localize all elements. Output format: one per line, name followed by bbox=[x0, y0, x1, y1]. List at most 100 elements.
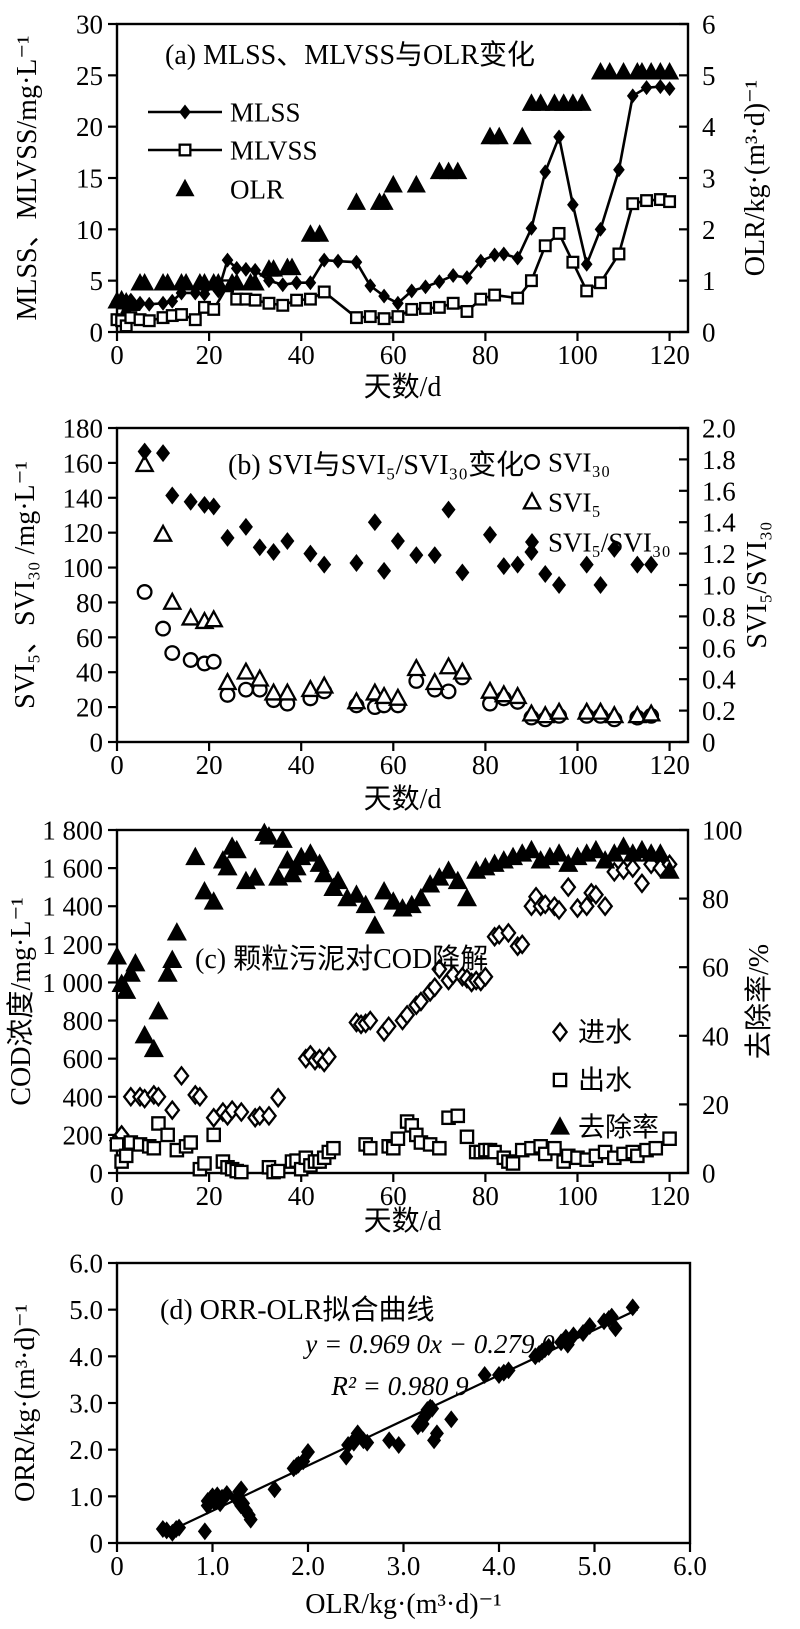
y-tick-label: 10 bbox=[76, 215, 103, 245]
y-tick-label: 200 bbox=[63, 1120, 104, 1150]
y-tick-label: 180 bbox=[63, 414, 104, 444]
legend-label-svi5: SVI₅ bbox=[548, 488, 601, 518]
chart-b-title: (b) SVI与SVI₅/SVI₃₀变化 bbox=[228, 449, 524, 481]
x-tick-label: 40 bbox=[288, 1181, 315, 1211]
x-tick-label: 100 bbox=[557, 1181, 598, 1211]
x-tick-label: 5.0 bbox=[578, 1551, 612, 1581]
chart-c-title: (c) 颗粒污泥对COD降解 bbox=[195, 943, 488, 975]
y2-axis-label-c: 去除率/% bbox=[743, 944, 775, 1059]
x-tick-label: 3.0 bbox=[387, 1551, 421, 1581]
y-tick-label: 80 bbox=[76, 588, 103, 618]
y2-tick-label: 1.4 bbox=[702, 508, 736, 538]
y-tick-label: 2.0 bbox=[69, 1435, 103, 1465]
series-olr bbox=[107, 62, 680, 312]
y2-tick-label: 0 bbox=[702, 1159, 716, 1189]
y-tick-label: 0 bbox=[90, 1159, 104, 1189]
x-tick-label: 40 bbox=[288, 750, 315, 780]
y-tick-label: 1 600 bbox=[42, 854, 103, 884]
y-tick-label: 40 bbox=[76, 658, 103, 688]
y2-tick-label: 100 bbox=[702, 820, 743, 846]
x-tick-label: 100 bbox=[557, 750, 598, 780]
y-tick-label: 1 800 bbox=[42, 820, 103, 846]
chart-d-title: (d) ORR-OLR拟合曲线 bbox=[160, 1294, 435, 1326]
y-tick-label: 6.0 bbox=[69, 1249, 103, 1279]
y-tick-label: 25 bbox=[76, 61, 103, 91]
x-tick-label: 80 bbox=[472, 1181, 499, 1211]
y-tick-label: 120 bbox=[63, 518, 104, 548]
y-tick-label: 4.0 bbox=[69, 1342, 103, 1372]
x-axis-label-b: 天数/d bbox=[364, 783, 442, 815]
y2-tick-label: 80 bbox=[702, 884, 729, 914]
x-tick-label: 40 bbox=[288, 340, 315, 370]
y-tick-label: 1.0 bbox=[69, 1482, 103, 1512]
x-tick-label: 0 bbox=[110, 1551, 124, 1581]
x-tick-label: 60 bbox=[380, 340, 407, 370]
x-tick-label: 120 bbox=[649, 1181, 690, 1211]
y2-tick-label: 3 bbox=[702, 164, 716, 194]
series-removal bbox=[106, 822, 680, 1058]
x-tick-label: 120 bbox=[649, 750, 690, 780]
x-tick-label: 0 bbox=[110, 1181, 124, 1211]
y2-tick-label: 0 bbox=[702, 728, 716, 758]
x-tick-label: 20 bbox=[196, 1181, 223, 1211]
y-tick-label: 0 bbox=[90, 1529, 104, 1559]
series-effluent bbox=[109, 1108, 677, 1180]
y2-tick-label: 0.8 bbox=[702, 602, 736, 632]
x-tick-label: 0 bbox=[110, 340, 124, 370]
x-tick-label: 80 bbox=[472, 750, 499, 780]
x-tick-label: 60 bbox=[380, 750, 407, 780]
y-tick-label: 160 bbox=[63, 448, 104, 478]
y-tick-label: 0 bbox=[90, 728, 104, 758]
y-tick-label: 5.0 bbox=[69, 1295, 103, 1325]
x-tick-label: 20 bbox=[196, 750, 223, 780]
y-tick-label: 400 bbox=[63, 1082, 104, 1112]
x-tick-label: 20 bbox=[196, 340, 223, 370]
plot-area-c bbox=[115, 828, 690, 1175]
y2-tick-label: 1.8 bbox=[702, 445, 736, 475]
x-tick-label: 1.0 bbox=[196, 1551, 230, 1581]
fit-line bbox=[166, 1308, 638, 1534]
series-svi5 bbox=[134, 453, 662, 724]
y-tick-label: 600 bbox=[63, 1044, 104, 1074]
chart-a-title: (a) MLSS、MLVSS与OLR变化 bbox=[165, 39, 535, 71]
legend-label-effluent: 出水 bbox=[578, 1066, 632, 1096]
x-tick-label: 0 bbox=[110, 750, 124, 780]
y-tick-label: 140 bbox=[63, 483, 104, 513]
y-axis-label-a: MLSS、MLVSS/mg·L⁻¹ bbox=[12, 35, 43, 320]
legend-b: SVI₃₀ SVI₅ SVI₅/SVI₃₀ bbox=[521, 448, 671, 558]
y2-tick-label: 2.0 bbox=[702, 414, 736, 444]
y-tick-label: 5 bbox=[90, 266, 104, 296]
y-axis-label-d: ORR/kg·(m³·d)⁻¹ bbox=[10, 1304, 41, 1502]
x-tick-label: 120 bbox=[649, 340, 690, 370]
x-tick-label: 2.0 bbox=[291, 1551, 325, 1581]
y2-tick-label: 0 bbox=[702, 318, 716, 348]
chart-d: 0 1.0 2.0 3.0 4.0 5.0 6.0 0 1.0 2.0 3.0 4.0 5.0 6.0 OL… bbox=[10, 1249, 707, 1621]
y-tick-label: 30 bbox=[76, 10, 103, 40]
y-tick-label: 1 200 bbox=[42, 930, 103, 960]
y2-tick-label: 1 bbox=[702, 266, 716, 296]
chart-a: 0 20 40 60 80 100 120 0 5 10 15 20 25 30 0 1 2 3 4 5 6 天数/d ML… bbox=[12, 10, 771, 401]
legend-label-olr: OLR bbox=[230, 175, 284, 205]
y2-axis-label-a: OLR/kg·(m³·d)⁻¹ bbox=[740, 80, 771, 276]
legend-label-removal: 去除率 bbox=[578, 1113, 659, 1143]
x-tick-label: 100 bbox=[557, 340, 598, 370]
legend-label-mlvss: MLVSS bbox=[230, 136, 318, 166]
y-tick-label: 0 bbox=[90, 318, 104, 348]
y-tick-label: 60 bbox=[76, 623, 103, 653]
y2-tick-label: 0.2 bbox=[702, 696, 736, 726]
y2-axis-label-b: SVI₅/SVI₃₀ bbox=[742, 521, 773, 648]
x-axis-label-c: 天数/d bbox=[364, 1205, 442, 1235]
y2-tick-label: 1.6 bbox=[702, 476, 736, 506]
x-tick-label: 6.0 bbox=[673, 1551, 707, 1581]
legend-label-influent: 进水 bbox=[578, 1018, 632, 1048]
y2-tick-label: 0.4 bbox=[702, 665, 736, 695]
y2-tick-label: 4 bbox=[702, 112, 716, 142]
x-tick-label: 4.0 bbox=[482, 1551, 516, 1581]
x-axis-label-d: OLR/kg·(m³·d)⁻¹ bbox=[305, 1589, 501, 1620]
y2-tick-label: 2 bbox=[702, 215, 716, 245]
y-tick-label: 1 000 bbox=[42, 968, 103, 998]
annotation-d-0: y = 0.969 0x − 0.279 0 bbox=[302, 1329, 555, 1359]
